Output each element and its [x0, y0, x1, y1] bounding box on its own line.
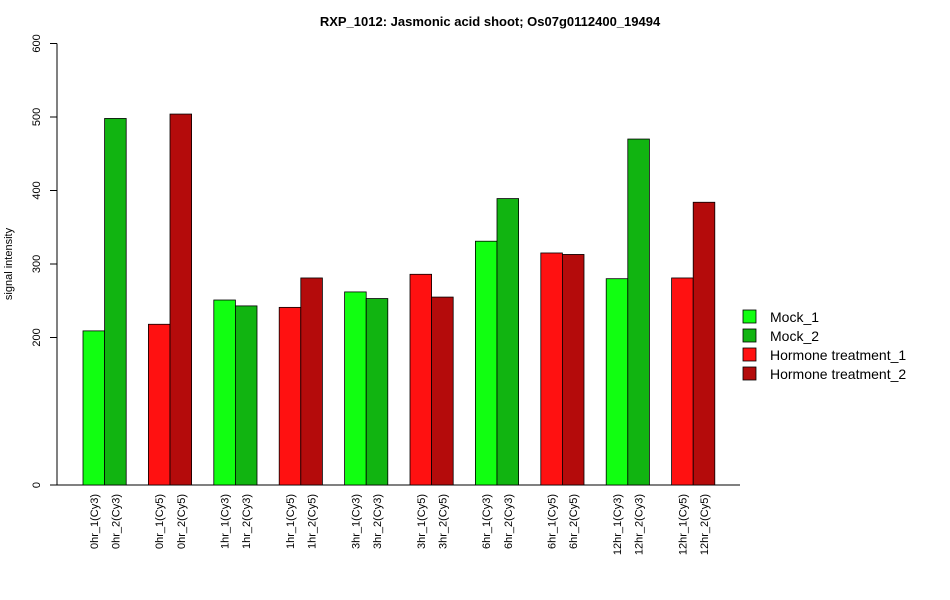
x-tick-label: 3hr_1(Cy5): [416, 494, 428, 549]
y-tick-label: 300: [31, 255, 43, 273]
legend-swatch: [742, 309, 757, 324]
legend: Mock_1 Mock_2 Hormone treatment_1 Hormone t…: [742, 309, 906, 382]
legend-label: Mock_1: [770, 309, 819, 325]
legend-swatch: [742, 328, 757, 343]
bar: [365, 298, 389, 486]
y-tick-label: 400: [31, 181, 43, 199]
chart-title: RXP_1012: Jasmonic acid shoot; Os07g0112…: [320, 14, 661, 29]
x-tick-label: 3hr_1(Cy3): [350, 494, 362, 549]
legend-label: Hormone treatment_1: [770, 347, 906, 363]
bar: [605, 278, 629, 486]
x-tick-labels: 0hr_1(Cy3) 0hr_2(Cy3) 0hr_1(Cy5) 0hr_2(Cy5)…: [89, 494, 711, 555]
x-tick-label: 12hr_1(Cy3): [612, 494, 624, 555]
x-tick-label: 12hr_1(Cy5): [677, 494, 689, 555]
bar: [278, 306, 302, 486]
y-axis-label: signal intensity: [3, 227, 15, 300]
x-tick-label: 0hr_1(Cy5): [154, 494, 166, 549]
y-tick-label: 500: [31, 108, 43, 126]
bar: [234, 305, 258, 486]
y-tick-label: 0: [31, 482, 43, 488]
bar: [300, 277, 323, 486]
x-tick-label: 3hr_2(Cy3): [372, 494, 384, 549]
bars: [82, 113, 716, 486]
x-tick-label: 0hr_2(Cy5): [176, 494, 188, 549]
legend-label: Mock_2: [770, 328, 819, 344]
bar: [496, 198, 520, 486]
y-tick-label: 600: [31, 34, 43, 52]
legend-swatch: [742, 366, 757, 381]
bar: [213, 299, 236, 486]
bar: [627, 138, 650, 486]
bar: [82, 330, 106, 486]
x-tick-label: 1hr_2(Cy5): [307, 494, 319, 549]
bar: [344, 291, 367, 486]
bar: [431, 296, 454, 486]
x-tick-label: 12hr_2(Cy5): [699, 494, 711, 555]
bar: [671, 277, 694, 486]
x-tick-label: 6hr_1(Cy3): [481, 494, 493, 549]
x-tick-label: 1hr_1(Cy5): [285, 494, 297, 549]
y-tick-label: 200: [31, 328, 43, 346]
bar: [474, 240, 498, 486]
x-tick-label: 6hr_1(Cy5): [547, 494, 559, 549]
legend-swatch: [742, 347, 757, 362]
bar: [409, 273, 433, 486]
bar: [562, 254, 585, 486]
bar: [104, 118, 127, 486]
bar: [147, 323, 171, 486]
bar: [540, 252, 563, 486]
x-tick-label: 0hr_2(Cy3): [110, 494, 122, 549]
bar: [169, 113, 193, 486]
x-tick-label: 12hr_2(Cy3): [634, 494, 646, 555]
y-axis: 0 200 300 400 500 600: [31, 34, 58, 488]
x-tick-label: 1hr_2(Cy3): [241, 494, 253, 549]
legend-label: Hormone treatment_2: [770, 366, 906, 382]
x-tick-label: 6hr_2(Cy3): [503, 494, 515, 549]
x-tick-label: 0hr_1(Cy3): [89, 494, 101, 549]
bar: [692, 201, 716, 486]
x-tick-label: 3hr_2(Cy5): [437, 494, 449, 549]
x-tick-label: 1hr_1(Cy3): [220, 494, 232, 549]
x-tick-label: 6hr_2(Cy5): [568, 494, 580, 549]
